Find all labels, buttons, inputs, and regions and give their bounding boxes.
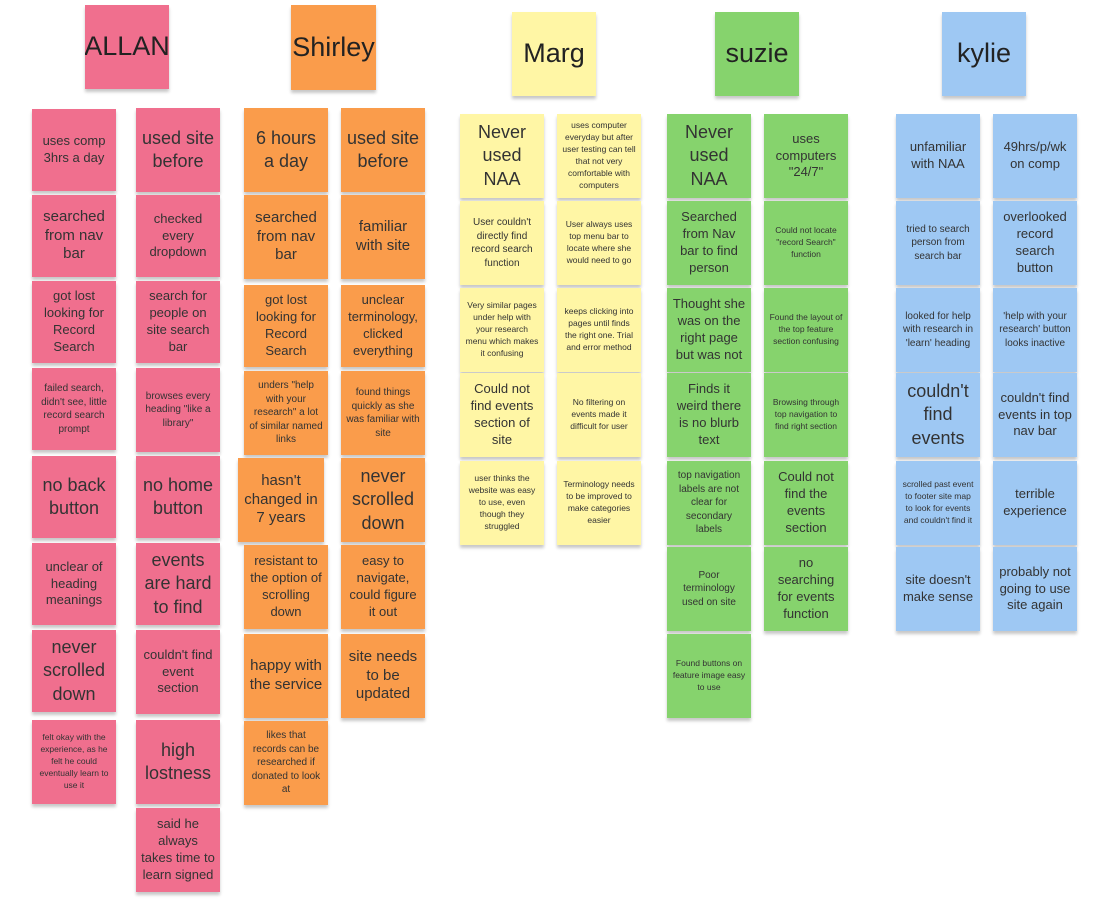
allan-note[interactable]: felt okay with the experience, as he fel… xyxy=(32,720,116,804)
marg-note[interactable]: Never used NAA xyxy=(460,114,544,198)
allan-note[interactable]: never scrolled down xyxy=(32,630,116,712)
marg-note[interactable]: User always uses top menu bar to locate … xyxy=(557,201,641,285)
allan-note[interactable]: search for people on site search bar xyxy=(136,281,220,363)
allan-note[interactable]: browses every heading "like a library" xyxy=(136,368,220,452)
allan-note[interactable]: searched from nav bar xyxy=(32,195,116,277)
allan-note[interactable]: checked every dropdown xyxy=(136,195,220,277)
allan-note[interactable]: uses comp 3hrs a day xyxy=(32,109,116,191)
shirley-note[interactable]: searched from nav bar xyxy=(244,195,328,279)
suzie-note[interactable]: Finds it weird there is no blurb text xyxy=(667,373,751,457)
shirley-note[interactable]: happy with the service xyxy=(244,634,328,718)
suzie-note[interactable]: Thought she was on the right page but wa… xyxy=(667,288,751,372)
marg-note[interactable]: keeps clicking into pages until finds th… xyxy=(557,288,641,372)
suzie-note[interactable]: Poor terminology used on site xyxy=(667,547,751,631)
suzie-note[interactable]: Browsing through top navigation to find … xyxy=(764,373,848,457)
allan-note[interactable]: no back button xyxy=(32,456,116,538)
kylie-note[interactable]: couldn't find events in top nav bar xyxy=(993,373,1077,457)
suzie-note[interactable]: Could not locate "record Search" functio… xyxy=(764,201,848,285)
allan-header-note[interactable]: ALLAN xyxy=(85,5,169,89)
suzie-note[interactable]: Found buttons on feature image easy to u… xyxy=(667,634,751,718)
marg-note[interactable]: user thinks the website was easy to use,… xyxy=(460,461,544,545)
kylie-note[interactable]: looked for help with research in 'learn'… xyxy=(896,288,980,372)
allan-note[interactable]: said he always takes time to learn signe… xyxy=(136,808,220,892)
allan-note[interactable]: unclear of heading meanings xyxy=(32,543,116,625)
kylie-note[interactable]: tried to search person from search bar xyxy=(896,201,980,285)
suzie-note[interactable]: Searched from Nav bar to find person xyxy=(667,201,751,285)
allan-note[interactable]: used site before xyxy=(136,108,220,192)
allan-note[interactable]: high lostness xyxy=(136,720,220,804)
suzie-note[interactable]: Found the layout of the top feature sect… xyxy=(764,288,848,372)
marg-note[interactable]: No filtering on events made it difficult… xyxy=(557,373,641,457)
suzie-note[interactable]: Could not find the events section xyxy=(764,461,848,545)
suzie-note[interactable]: uses computers "24/7" xyxy=(764,114,848,198)
kylie-note[interactable]: 'help with your research' button looks i… xyxy=(993,288,1077,372)
shirley-note[interactable]: familiar with site xyxy=(341,195,425,279)
suzie-note[interactable]: top navigation labels are not clear for … xyxy=(667,461,751,545)
marg-note[interactable]: Very similar pages under help with your … xyxy=(460,288,544,372)
allan-note[interactable]: couldn't find event section xyxy=(136,630,220,714)
kylie-note[interactable]: overlooked record search button xyxy=(993,201,1077,285)
shirley-note[interactable]: likes that records can be researched if … xyxy=(244,721,328,805)
kylie-note[interactable]: unfamiliar with NAA xyxy=(896,114,980,198)
shirley-note[interactable]: site needs to be updated xyxy=(341,634,425,718)
suzie-header-note[interactable]: suzie xyxy=(715,12,799,96)
suzie-note[interactable]: no searching for events function xyxy=(764,547,848,631)
marg-note[interactable]: Terminology needs to be improved to make… xyxy=(557,461,641,545)
allan-note[interactable]: no home button xyxy=(136,456,220,538)
shirley-note[interactable]: 6 hours a day xyxy=(244,108,328,192)
shirley-note[interactable]: never scrolled down xyxy=(341,458,425,542)
kylie-note[interactable]: 49hrs/p/wk on comp xyxy=(993,114,1077,198)
shirley-note[interactable]: unclear terminology, clicked everything xyxy=(341,285,425,367)
shirley-note[interactable]: found things quickly as she was familiar… xyxy=(341,371,425,455)
allan-note[interactable]: events are hard to find xyxy=(136,543,220,625)
shirley-header-note[interactable]: Shirley xyxy=(291,5,376,90)
shirley-note[interactable]: got lost looking for Record Search xyxy=(244,285,328,367)
shirley-note[interactable]: used site before xyxy=(341,108,425,192)
kylie-note[interactable]: scrolled past event to footer site map t… xyxy=(896,461,980,545)
suzie-note[interactable]: Never used NAA xyxy=(667,114,751,198)
marg-header-note[interactable]: Marg xyxy=(512,12,596,96)
kylie-note[interactable]: couldn't find events xyxy=(896,373,980,457)
kylie-note[interactable]: terrible experience xyxy=(993,461,1077,545)
shirley-note[interactable]: resistant to the option of scrolling dow… xyxy=(244,545,328,629)
kylie-header-note[interactable]: kylie xyxy=(942,12,1026,96)
marg-note[interactable]: uses computer everyday but after user te… xyxy=(557,114,641,198)
kylie-note[interactable]: probably not going to use site again xyxy=(993,547,1077,631)
shirley-note[interactable]: hasn't changed in 7 years xyxy=(238,458,324,542)
marg-note[interactable]: Could not find events section of site xyxy=(460,373,544,457)
allan-note[interactable]: got lost looking for Record Search xyxy=(32,281,116,363)
shirley-note[interactable]: easy to navigate, could figure it out xyxy=(341,545,425,629)
marg-note[interactable]: User couldn't directly find record searc… xyxy=(460,201,544,285)
allan-note[interactable]: failed search, didn't see, little record… xyxy=(32,368,116,450)
kylie-note[interactable]: site doesn't make sense xyxy=(896,547,980,631)
shirley-note[interactable]: unders "help with your research" a lot o… xyxy=(244,371,328,455)
